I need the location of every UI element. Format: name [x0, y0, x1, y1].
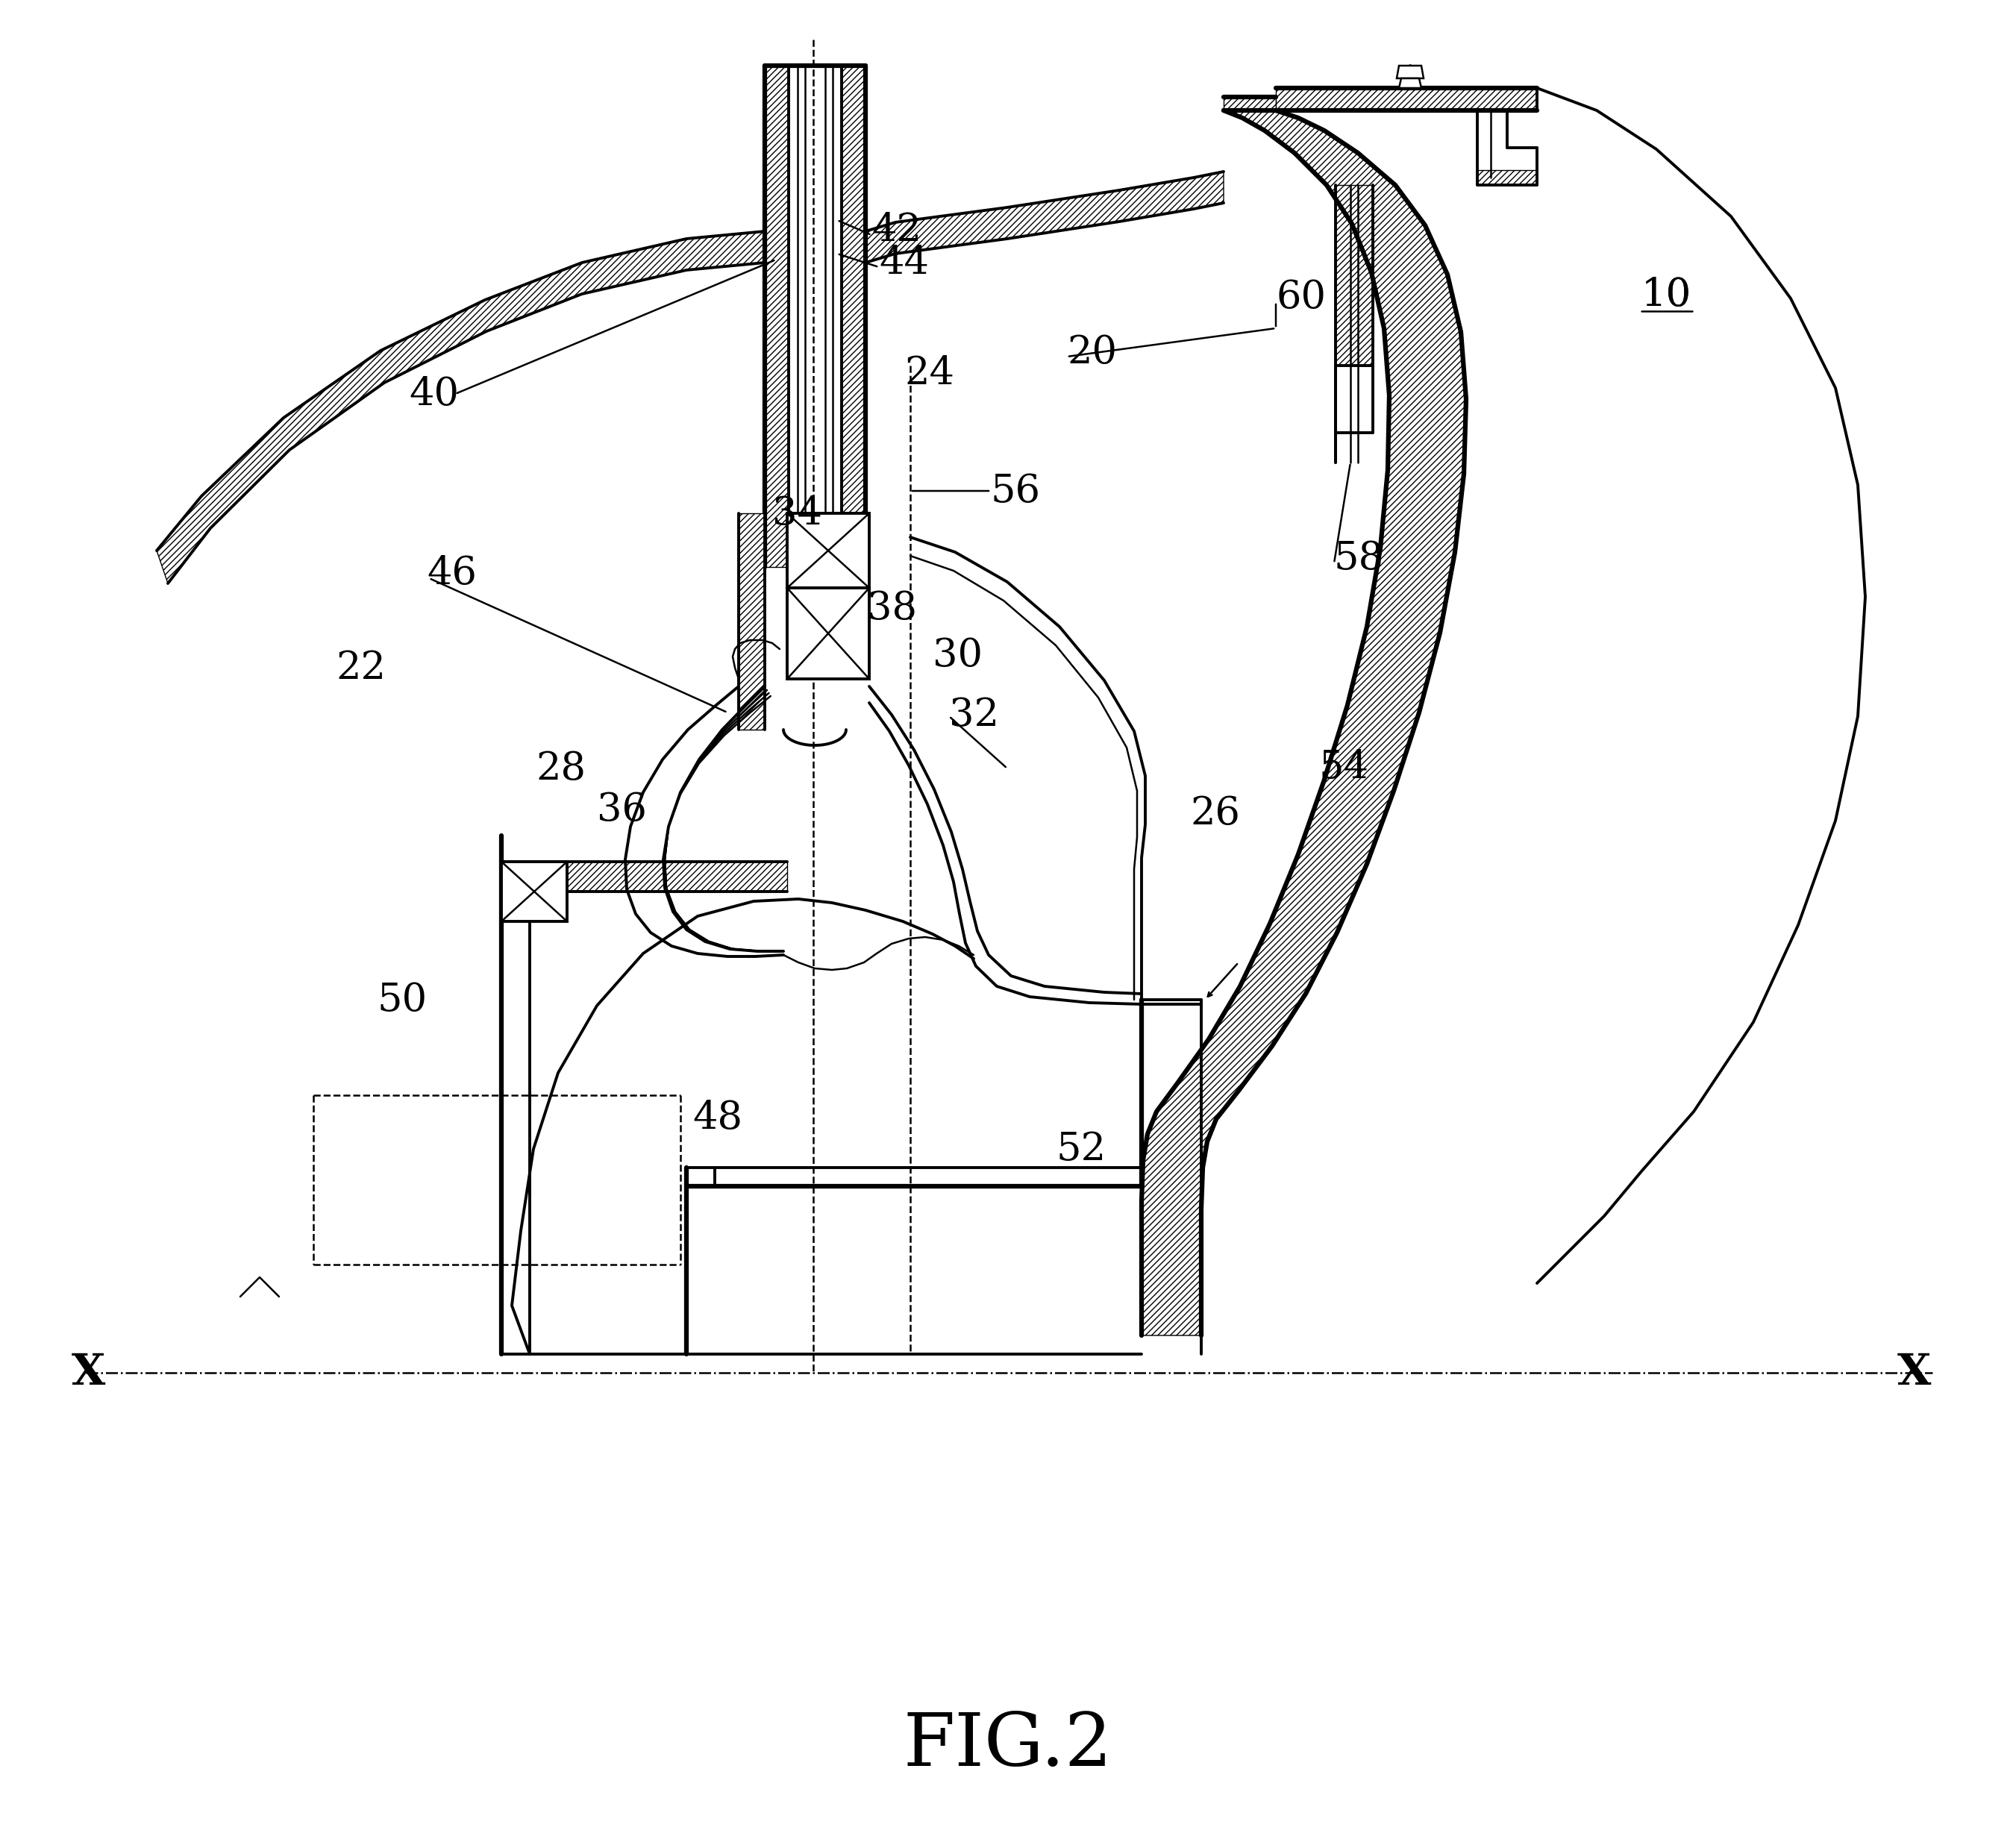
Text: 54: 54: [1318, 747, 1369, 786]
Text: 34: 34: [772, 494, 823, 533]
Polygon shape: [502, 862, 566, 921]
Polygon shape: [1276, 89, 1536, 111]
Text: 58: 58: [1335, 539, 1385, 577]
Text: 52: 52: [1056, 1129, 1107, 1168]
Polygon shape: [738, 513, 764, 729]
Text: 22: 22: [337, 649, 385, 686]
Text: 36: 36: [597, 790, 647, 828]
Text: 40: 40: [409, 375, 460, 413]
Polygon shape: [1335, 185, 1373, 365]
Polygon shape: [786, 513, 869, 589]
Text: X: X: [71, 1352, 105, 1393]
Polygon shape: [1224, 98, 1276, 111]
Polygon shape: [502, 862, 786, 891]
Polygon shape: [786, 589, 869, 679]
Polygon shape: [1399, 77, 1421, 89]
Polygon shape: [1478, 170, 1536, 185]
Polygon shape: [1141, 111, 1466, 1336]
Text: 20: 20: [1066, 334, 1117, 371]
Polygon shape: [157, 231, 764, 583]
Text: 42: 42: [871, 210, 921, 249]
Text: X: X: [1897, 1352, 1931, 1393]
Text: 38: 38: [867, 589, 917, 627]
Polygon shape: [865, 172, 1224, 262]
Text: 44: 44: [879, 244, 929, 282]
Text: 56: 56: [990, 472, 1040, 509]
Text: 10: 10: [1641, 275, 1691, 314]
Text: 24: 24: [905, 354, 954, 391]
Text: 32: 32: [950, 696, 1000, 734]
Text: 46: 46: [427, 554, 476, 592]
Text: 28: 28: [536, 749, 587, 788]
Text: 30: 30: [933, 637, 982, 673]
Polygon shape: [1397, 66, 1423, 77]
Text: 50: 50: [377, 982, 427, 1018]
Polygon shape: [841, 66, 865, 566]
Text: 26: 26: [1189, 793, 1240, 832]
Polygon shape: [764, 66, 788, 566]
Text: FIG.2: FIG.2: [903, 1710, 1113, 1782]
Text: 10: 10: [1641, 275, 1691, 314]
Text: 48: 48: [691, 1098, 742, 1137]
Text: 60: 60: [1276, 279, 1327, 315]
